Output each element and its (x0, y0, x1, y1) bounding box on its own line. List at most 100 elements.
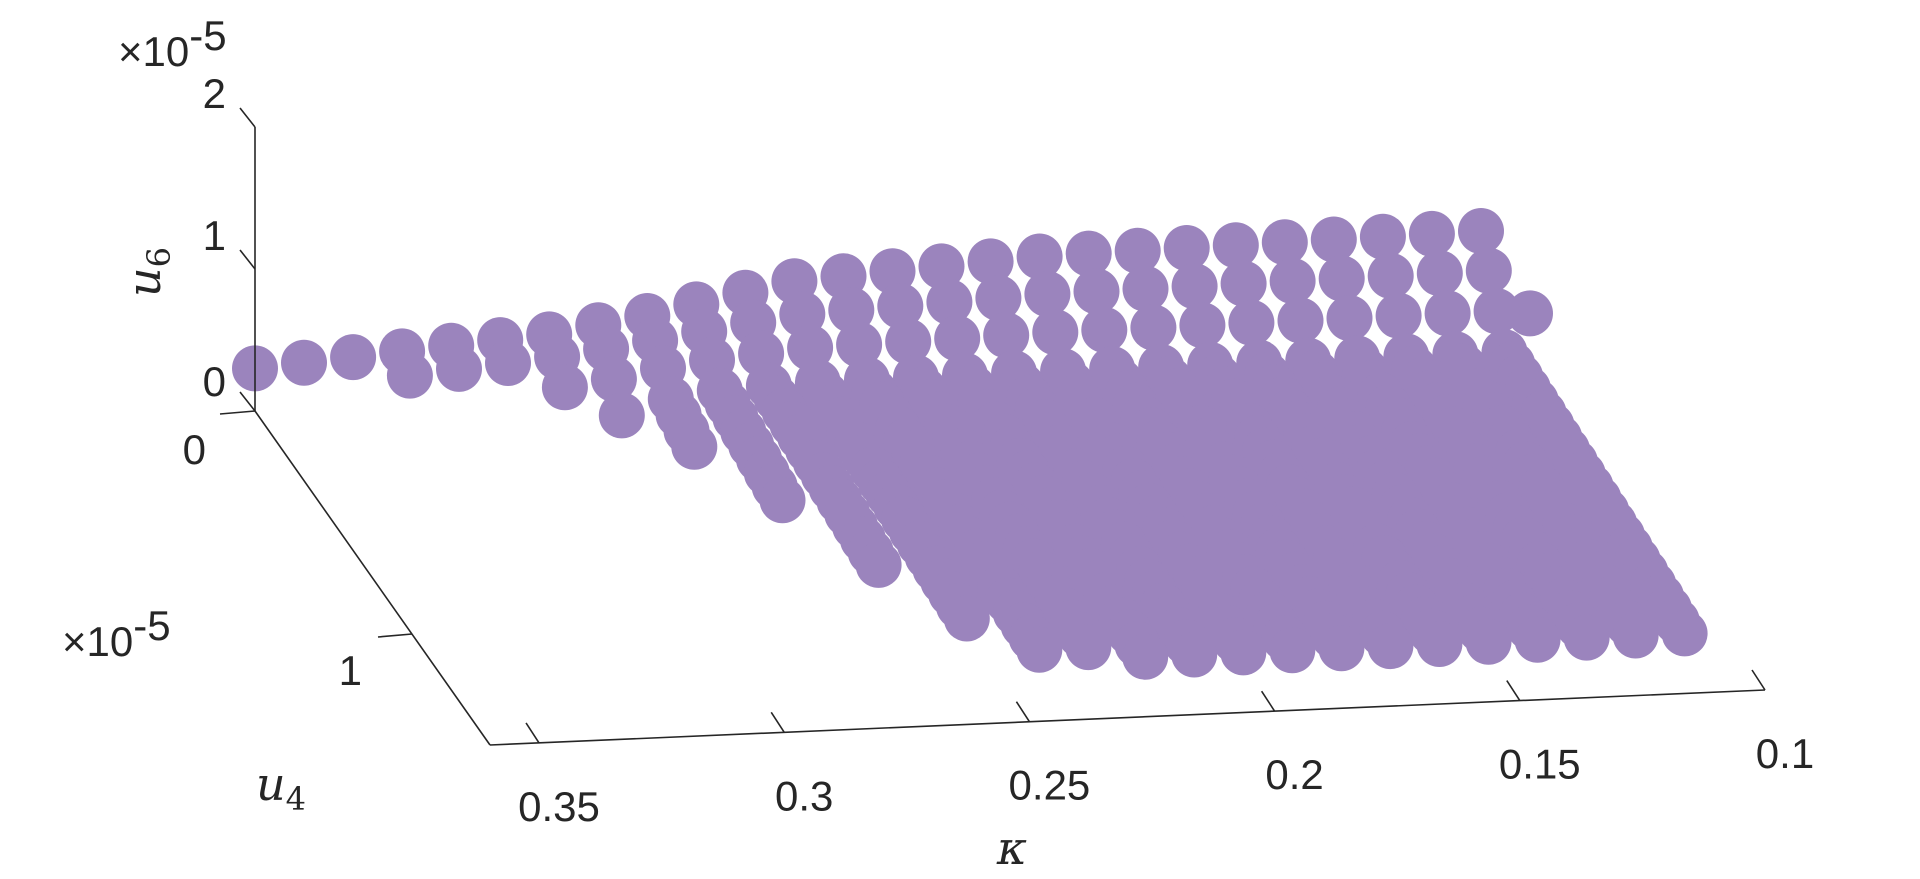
scatter-point (828, 287, 875, 333)
scatter-point (1375, 292, 1422, 339)
x-tick-mark (770, 711, 785, 733)
scatter-point (1073, 268, 1120, 315)
scatter-point (1514, 616, 1561, 663)
scatter-point (1171, 263, 1218, 310)
x-tick-label: 0.2 (1265, 751, 1323, 798)
scatter-point (877, 283, 924, 329)
x-tick-label: 0.25 (1009, 762, 1091, 809)
x-tick-label: 0.15 (1499, 741, 1581, 788)
scatter-point (1220, 260, 1267, 307)
scatter-point (1318, 255, 1365, 302)
scatter-point (671, 423, 718, 470)
x-tick-label: 0.1 (1756, 730, 1814, 777)
scatter-point (1269, 258, 1316, 304)
x-tick-mark (525, 722, 540, 744)
scatter-point (1359, 213, 1406, 260)
scatter-point (1416, 250, 1463, 297)
y-tick-mark-1 (377, 633, 413, 638)
z-tick-label-2: 2 (203, 70, 226, 117)
scatter-point (1114, 227, 1161, 274)
scatter-point (598, 392, 645, 439)
scatter-point (1465, 247, 1512, 294)
scatter-point (1179, 302, 1226, 349)
scatter-point (1507, 290, 1553, 337)
scatter-point (869, 248, 916, 295)
z-exponent-label: ×10-5 (118, 12, 227, 75)
z-axis-label: u6 (117, 247, 178, 297)
x-axis-label: κ (996, 821, 1027, 875)
scatter-point (1473, 288, 1520, 335)
scatter-point (1130, 304, 1177, 351)
scatter-point (386, 352, 433, 399)
scatter-point (787, 324, 834, 371)
scatter-point (855, 541, 902, 588)
scatter-point (1163, 225, 1210, 271)
scatter-point (1122, 633, 1169, 680)
scatter-point (1310, 216, 1357, 263)
scatter-point (1171, 631, 1218, 678)
scatter-point (885, 318, 932, 365)
scatter-point (1612, 612, 1659, 659)
scatter-point (1424, 290, 1471, 337)
scatter-point (975, 275, 1022, 321)
z-tick-mark-1 (239, 249, 256, 270)
scatter-point (1563, 614, 1610, 661)
scatter-point (1032, 309, 1079, 356)
axes-box (219, 107, 1766, 746)
scatter-point (1458, 208, 1504, 254)
scatter-point (281, 339, 327, 386)
scatter-point (1269, 627, 1316, 674)
scatter-point (1416, 621, 1463, 667)
x-tick-label: 0.35 (518, 783, 600, 830)
scatter-point (1212, 222, 1259, 269)
scatter-point (1065, 624, 1112, 671)
z-tick-label-1: 1 (203, 212, 226, 259)
scatter-point (918, 243, 965, 290)
z-tick-mark-0 (239, 391, 256, 412)
scatter-point (1277, 297, 1324, 344)
scatter-point (1228, 299, 1275, 346)
y-exponent-label: ×10-5 (62, 602, 171, 665)
scatter-point (926, 279, 973, 325)
scatter-point (1065, 230, 1112, 277)
scatter-point (983, 312, 1030, 359)
scatter-point (541, 364, 588, 411)
scatter-point (1367, 252, 1414, 299)
scatter-point (1261, 219, 1308, 266)
z-axis-top-cap (239, 107, 256, 128)
scatter-point (1220, 629, 1267, 676)
y-axis-line (254, 410, 491, 746)
scatter-markers (232, 208, 1708, 680)
x-tick-mark (1015, 701, 1031, 723)
scatter-point (1016, 233, 1063, 280)
axis-labels: 2 1 0 ×10-5 u6 0 1 ×10-5 u4 0.35 0.3 0.25 0… (62, 12, 1814, 875)
x-tick-label: 0.3 (775, 772, 833, 819)
x-tick-marks (525, 669, 1766, 744)
scatter-point (1326, 295, 1373, 342)
x-tick-mark (1751, 669, 1766, 691)
x-tick-labels: 0.35 0.3 0.25 0.2 0.15 0.1 (518, 730, 1814, 830)
scatter-point (1408, 210, 1455, 257)
scatter-point (1367, 623, 1414, 670)
scatter-point (1661, 610, 1708, 657)
scatter-point (1465, 618, 1512, 665)
x-axis-line (489, 689, 1766, 746)
z-tick-label-0: 0 (203, 358, 226, 405)
x-tick-mark (1506, 680, 1521, 702)
y-tick-label-0: 0 (183, 426, 206, 473)
scatter-point (1016, 626, 1063, 673)
scatter-point (330, 334, 377, 381)
scatter-point (934, 315, 981, 362)
scatter-point (1024, 271, 1071, 317)
scatter-point (485, 340, 531, 386)
y-tick-label-1: 1 (339, 647, 362, 694)
scatter-point (1318, 625, 1365, 672)
scatter-point (1081, 306, 1128, 353)
y-axis-label: u4 (256, 757, 306, 818)
scatter-point (1122, 265, 1169, 312)
x-tick-mark (1260, 690, 1276, 712)
scatter-point (967, 238, 1014, 285)
scatter-point (836, 321, 883, 368)
scatter-point (590, 356, 637, 402)
